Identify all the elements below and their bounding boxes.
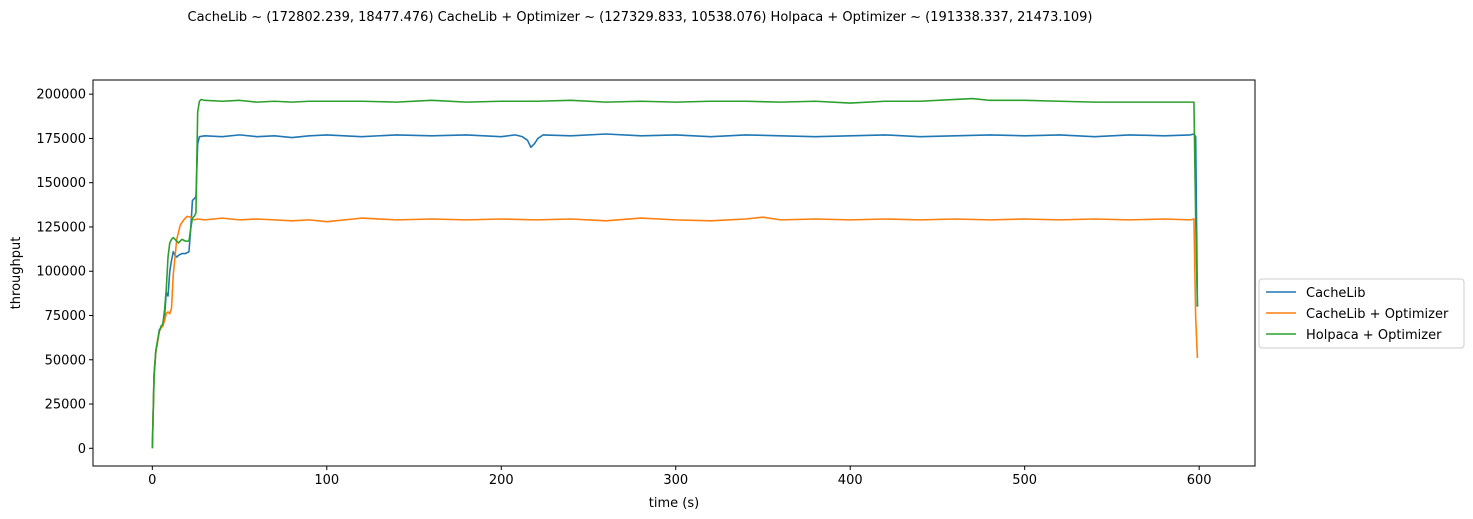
x-tick-label: 400 (838, 473, 863, 488)
x-tick-label: 600 (1187, 473, 1212, 488)
x-axis-label: time (s) (649, 496, 699, 511)
y-tick-label: 75000 (45, 309, 86, 324)
x-axis-ticks: 0 100 200 300 400 500 600 (148, 466, 1212, 488)
x-tick-label: 300 (663, 473, 688, 488)
legend-label: Holpaca + Optimizer (1306, 328, 1442, 343)
y-tick-label: 0 (78, 442, 86, 457)
x-tick-label: 100 (314, 473, 339, 488)
y-tick-label: 125000 (36, 220, 86, 235)
series-line-2 (151, 215, 1199, 449)
legend-label: CacheLib (1306, 286, 1366, 301)
y-tick-label: 150000 (36, 176, 86, 191)
y-axis-label: throughput (9, 237, 24, 310)
x-tick-label: 0 (148, 473, 156, 488)
chart-title: CacheLib ~ (172802.239, 18477.476) Cache… (188, 10, 1093, 25)
y-tick-label: 100000 (36, 265, 86, 280)
legend-label: CacheLib + Optimizer (1306, 307, 1449, 322)
plot-lines (151, 97, 1199, 449)
series-line-1 (151, 133, 1199, 449)
y-tick-label: 50000 (45, 353, 86, 368)
y-tick-label: 200000 (36, 88, 86, 103)
y-tick-label: 175000 (36, 132, 86, 147)
x-tick-label: 200 (489, 473, 514, 488)
legend: CacheLib CacheLib + Optimizer Holpaca + Op… (1258, 278, 1465, 349)
series-line-3 (151, 97, 1199, 449)
y-tick-label: 25000 (45, 398, 86, 413)
plot-frame (92, 79, 1256, 467)
legend-frame (1258, 278, 1465, 349)
y-axis-ticks: 0 25000 50000 75000 100000 125000 150000 175000… (36, 88, 93, 457)
x-tick-label: 500 (1012, 473, 1037, 488)
